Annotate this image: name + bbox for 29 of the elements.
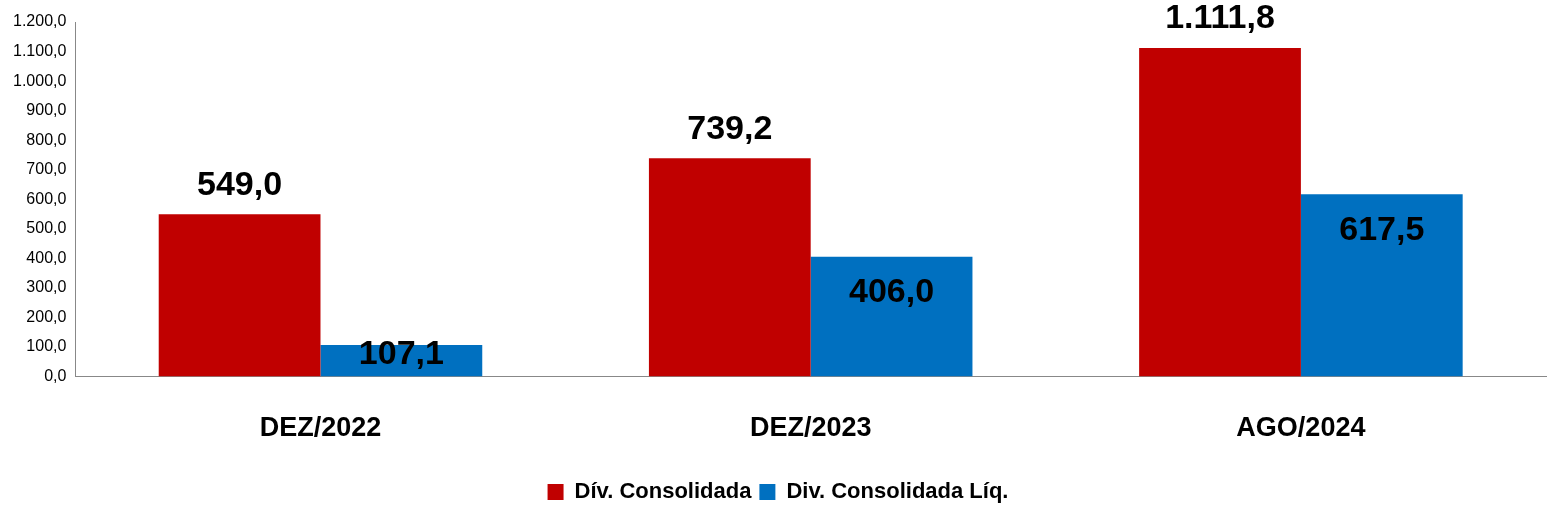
x-tick-label: AGO/2024 [1236, 412, 1366, 443]
data-label: 739,2 [687, 107, 773, 146]
y-tick-label: 100,0 [26, 337, 67, 355]
y-tick-label: 800,0 [26, 130, 67, 148]
legend-label: Dív. Consolidada [574, 478, 753, 504]
data-label: 617,5 [1339, 208, 1425, 247]
bar [648, 158, 811, 377]
y-tick-label: 0,0 [44, 367, 67, 385]
bar [1300, 194, 1463, 377]
legend-label: Div. Consolidada Líq. [786, 478, 1009, 504]
data-label: 549,0 [197, 163, 283, 202]
bar [158, 214, 321, 377]
y-tick-label: 1.200,0 [12, 12, 67, 30]
x-tick-label: DEZ/2023 [749, 412, 872, 443]
data-label: 1.111,8 [1165, 0, 1275, 36]
bar [1139, 48, 1301, 377]
y-tick-label: 1.100,0 [12, 41, 67, 59]
data-label: 406,0 [849, 271, 935, 309]
x-tick-label: DEZ/2022 [259, 412, 382, 443]
y-tick-label: 1.000,0 [12, 71, 67, 89]
bar [810, 256, 973, 377]
y-tick-label: 400,0 [26, 248, 67, 266]
y-tick-label: 700,0 [26, 160, 67, 178]
y-tick-label: 300,0 [26, 278, 67, 296]
data-label: 107,1 [358, 332, 444, 371]
y-tick-label: 900,0 [26, 101, 67, 119]
y-tick-label: 500,0 [26, 219, 67, 237]
y-tick-label: 200,0 [26, 307, 67, 325]
y-tick-label: 600,0 [26, 189, 67, 207]
